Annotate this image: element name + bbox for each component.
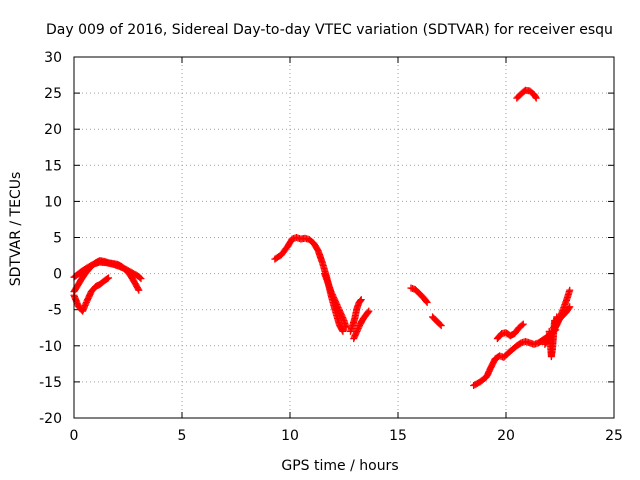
chart-title: Day 009 of 2016, Sidereal Day-to-day VTE… (46, 22, 613, 38)
data-point (103, 275, 111, 283)
data-point (436, 321, 444, 329)
data-point (423, 298, 431, 306)
data-point (134, 285, 142, 293)
data-point (532, 94, 540, 102)
data-point (357, 297, 365, 305)
y-tick-label: 10 (44, 194, 62, 210)
y-tick-label: -15 (39, 375, 62, 391)
plot-area (74, 57, 614, 418)
data-point (519, 320, 527, 328)
y-tick-label: 5 (53, 231, 62, 247)
y-tick-label: 15 (44, 158, 62, 174)
x-tick-label: 0 (70, 428, 79, 444)
x-tick-label: 25 (605, 428, 623, 444)
data-point (136, 274, 144, 282)
x-tick-label: 20 (497, 428, 515, 444)
y-tick-label: -5 (48, 303, 62, 319)
grid (74, 57, 614, 418)
data-point (137, 275, 145, 283)
y-tick-label: 30 (44, 50, 62, 66)
data-point (365, 307, 373, 315)
y-tick-label: 0 (53, 267, 62, 283)
data-point (518, 321, 526, 329)
x-axis-label: GPS time / hours (281, 458, 398, 474)
data-point (364, 308, 372, 316)
y-tick-label: 20 (44, 122, 62, 138)
data-point (437, 322, 445, 330)
data-point (339, 327, 347, 335)
y-axis-label: SDTVAR / TECUs (8, 172, 24, 287)
data-point (532, 93, 540, 101)
data-point (105, 274, 113, 282)
x-tick-labels: 0 5 10 15 20 25 (70, 428, 623, 444)
data-point (357, 296, 365, 304)
x-tick-label: 15 (389, 428, 407, 444)
plot-frame (73, 56, 615, 419)
y-tick-label: -20 (39, 411, 62, 427)
x-tick-label: 5 (178, 428, 187, 444)
data-point (566, 286, 574, 294)
y-tick-labels: -20 -15 -10 -5 0 5 10 15 20 25 30 (39, 50, 62, 427)
data-point (135, 286, 143, 294)
data-points (70, 86, 574, 390)
data-point (342, 324, 350, 332)
data-point (566, 303, 574, 311)
y-tick-label: 25 (44, 86, 62, 102)
x-tick-label: 10 (281, 428, 299, 444)
y-tick-label: -10 (39, 339, 62, 355)
data-point (422, 297, 430, 305)
